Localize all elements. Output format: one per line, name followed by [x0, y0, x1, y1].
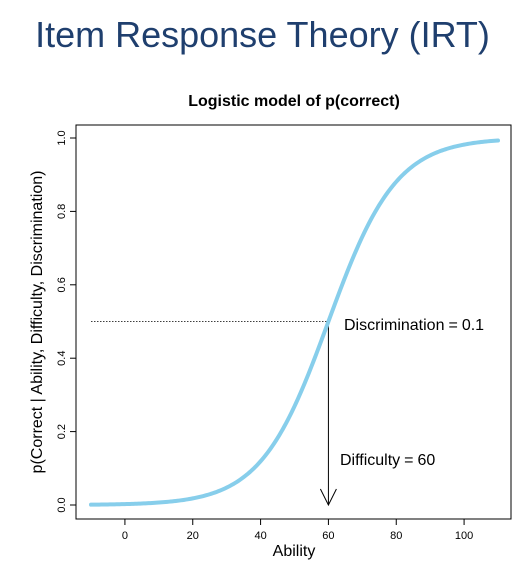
- x-axis-label: Ability: [273, 543, 316, 560]
- y-tick-label: 0.4: [56, 351, 68, 366]
- slide-title: Item Response Theory (IRT): [35, 14, 490, 55]
- discrimination-annotation-value: 0.1: [462, 317, 484, 334]
- discrimination-annotation-op: =: [448, 317, 457, 334]
- y-tick-label: 1.0: [56, 130, 68, 145]
- plot-frame: [75, 124, 512, 520]
- x-tick-label: 20: [187, 530, 199, 542]
- x-tick-label: 100: [455, 530, 473, 542]
- difficulty-arrowhead: [319, 488, 337, 507]
- y-tick-label: 0.2: [56, 424, 68, 439]
- y-axis-label: p(Correct | Ability, Difficulty, Discrim…: [29, 171, 46, 474]
- difficulty-annotation-op: =: [404, 452, 413, 469]
- y-tick-label: 0.0: [56, 497, 68, 512]
- series-layer: [89, 138, 500, 507]
- y-tick-label: 0.8: [56, 204, 68, 219]
- x-tick-label: 0: [122, 530, 128, 542]
- reference-lines: [91, 321, 337, 507]
- difficulty-annotation: Difficulty = 60: [340, 452, 435, 469]
- y-tick-label: 0.6: [56, 277, 68, 292]
- x-tick-label: 80: [390, 530, 402, 542]
- discrimination-annotation-label: Discrimination: [344, 317, 444, 334]
- discrimination-annotation: Discrimination = 0.1: [344, 317, 484, 334]
- x-tick-label: 60: [322, 530, 334, 542]
- axes: 0 20 40 60 80 100 0.0 0.2 0.4 0.6 0.8 1.0: [56, 130, 473, 542]
- logistic-curve: [89, 138, 500, 507]
- difficulty-annotation-value: 60: [418, 452, 436, 469]
- chart-title: Logistic model of p(correct): [188, 93, 400, 110]
- difficulty-annotation-label: Difficulty: [340, 452, 400, 469]
- x-tick-label: 40: [254, 530, 266, 542]
